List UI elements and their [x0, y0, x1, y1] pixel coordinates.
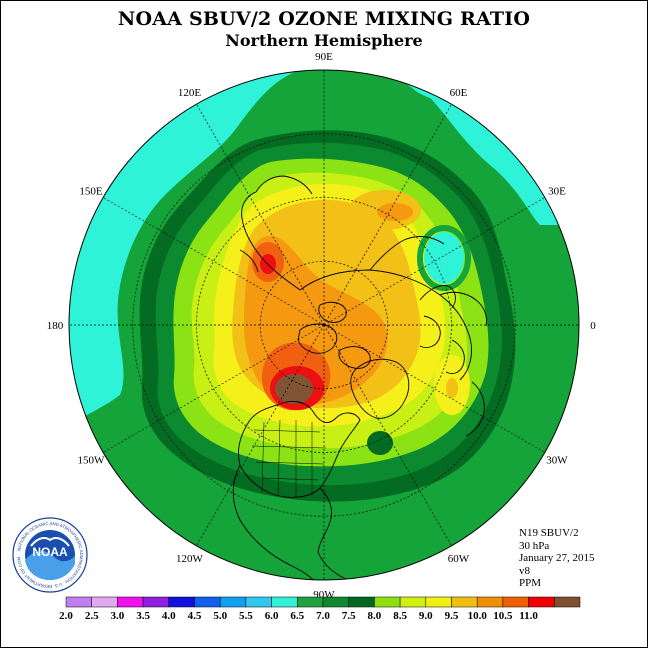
graticule	[69, 70, 579, 580]
meridian-line	[196, 103, 325, 326]
band-green-ring	[417, 225, 471, 291]
band-green-blob	[367, 431, 393, 455]
info-satellite: N19 SBUV/2	[519, 527, 579, 539]
latitude-circle	[259, 260, 389, 390]
map-title: NOAA SBUV/2 OZONE MIXING RATIO	[117, 8, 531, 30]
longitude-label: 60E	[450, 87, 468, 99]
meridian-line	[323, 197, 546, 326]
coastlines	[232, 175, 487, 580]
longitude-label: 30E	[548, 186, 566, 198]
logo-text: NOAA	[32, 545, 68, 559]
band-orange-lobe	[377, 203, 413, 221]
info-units: PPM	[519, 577, 542, 589]
longitude-label: 0	[590, 320, 596, 332]
info-block: N19 SBUV/2 30 hPa January 27, 2015 v8 PP…	[519, 527, 594, 590]
longitude-label: 60W	[448, 553, 470, 565]
band-cyan-patch	[424, 232, 464, 284]
longitude-label: 120W	[176, 553, 204, 565]
latitude-circle	[196, 197, 452, 453]
longitude-label: 30W	[546, 455, 568, 467]
band-gold-patch	[446, 378, 458, 398]
meridian-line	[323, 103, 452, 326]
longitude-label: 90W	[313, 589, 335, 601]
longitude-label: 120E	[178, 87, 202, 99]
info-date: January 27, 2015	[519, 552, 595, 564]
info-level: 30 hPa	[519, 539, 550, 552]
map-subtitle: Northern Hemisphere	[225, 31, 423, 50]
info-version: v8	[519, 564, 530, 577]
meridian-line	[102, 197, 325, 326]
noaa-logo: NOAA NATIONAL OCEANIC AND ATMOSPHERIC AD…	[11, 516, 88, 593]
longitude-label: 150W	[78, 455, 106, 467]
longitude-label: 150E	[79, 186, 103, 198]
latitude-circle	[132, 133, 516, 517]
ozone-field	[69, 70, 579, 580]
band-brown-max	[275, 374, 313, 404]
longitude-label: 90E	[315, 51, 333, 63]
meridian-line	[102, 324, 325, 453]
meridian-line	[323, 324, 546, 453]
longitude-label: 180	[47, 320, 64, 332]
meridian-line	[323, 324, 452, 547]
meridian-line	[196, 324, 325, 547]
map-boundary	[68, 69, 580, 581]
